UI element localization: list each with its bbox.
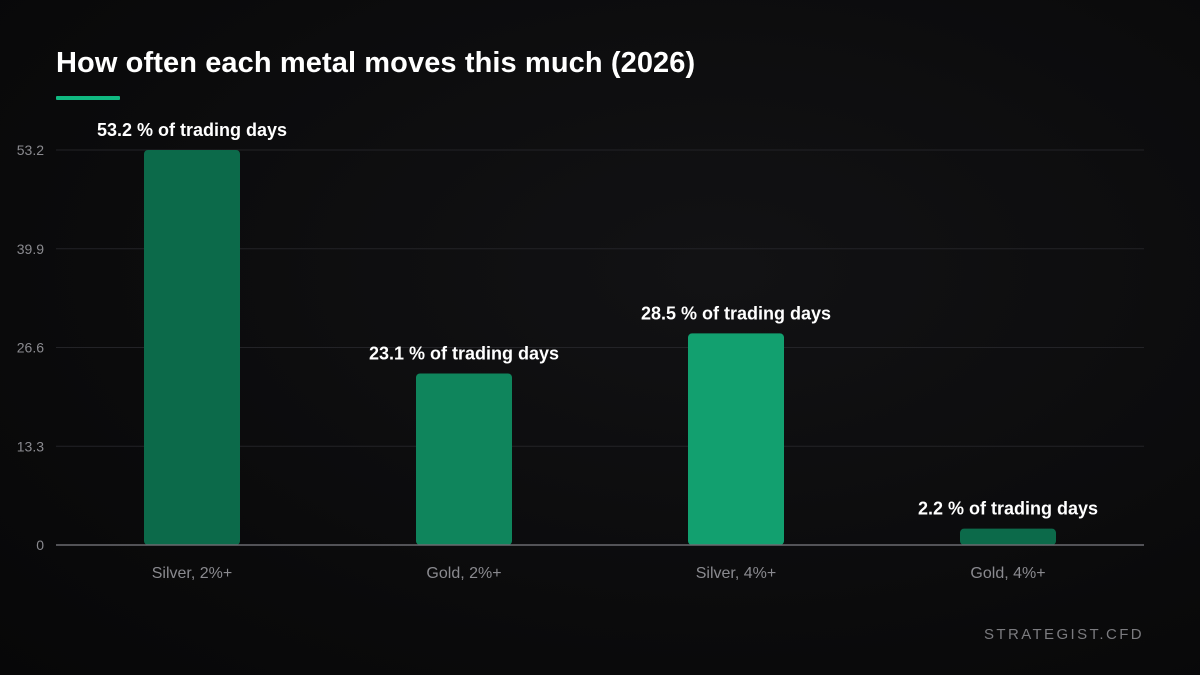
x-tick-label: Gold, 4%+: [970, 565, 1045, 582]
chart-title: How often each metal moves this much (20…: [56, 47, 696, 79]
bar: [416, 373, 512, 545]
bar-value-label: 23.1 % of trading days: [369, 343, 559, 363]
brand-watermark: STRATEGIST.CFD: [984, 626, 1144, 643]
bar: [960, 528, 1056, 545]
y-tick-label: 13.3: [17, 438, 44, 454]
y-tick-label: 26.6: [17, 340, 44, 356]
y-tick-label: 0: [36, 537, 44, 553]
x-tick-label: Silver, 2%+: [152, 565, 232, 582]
title-accent-underline: [56, 96, 120, 100]
bar-value-label: 2.2 % of trading days: [918, 499, 1098, 519]
x-tick-label: Silver, 4%+: [696, 565, 776, 582]
bar: [688, 333, 784, 545]
y-tick-label: 53.2: [17, 142, 44, 158]
bar: [144, 150, 240, 545]
y-tick-label: 39.9: [17, 241, 44, 257]
bar-value-label: 53.2 % of trading days: [97, 120, 287, 140]
x-tick-label: Gold, 2%+: [426, 565, 501, 582]
bar-value-label: 28.5 % of trading days: [641, 303, 831, 323]
